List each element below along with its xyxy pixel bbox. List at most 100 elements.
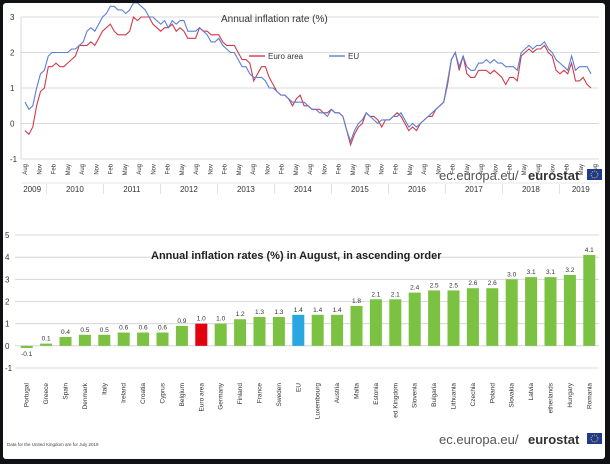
line-chart-x-month-label: May (579, 164, 585, 175)
line-chart-x-year-label: 2009 (23, 185, 41, 194)
line-chart-y-tick: -1 (10, 155, 18, 164)
bar-value-label: 1.4 (333, 307, 342, 314)
bar-value-label: 0.4 (61, 329, 70, 336)
bar-value-label: 1.0 (197, 316, 206, 323)
line-chart-x-year-label: 2012 (180, 185, 198, 194)
bar-value-label: 2.5 (430, 282, 439, 289)
bar-category-label: Slovenia (412, 383, 419, 408)
bar-ed-kingdom (389, 299, 402, 346)
bar-chart-y-tick: 4 (5, 253, 10, 262)
bar-category-label: Austria (334, 383, 341, 404)
bar-value-label: 2.4 (410, 285, 419, 292)
line-chart-x-year-label: 2013 (237, 185, 255, 194)
line-chart-x-year-label: 2017 (465, 185, 483, 194)
bar-category-label: Luxembourg (315, 383, 322, 420)
series-line-euro-area (24, 15, 592, 147)
bar-value-label: 0.6 (158, 325, 167, 332)
line-chart-x-month-label: Feb (394, 163, 400, 174)
bar-hungary (563, 274, 576, 346)
line-chart-x-month-label: Nov (37, 164, 43, 175)
line-chart-x-month-label: Feb (337, 163, 343, 174)
line-chart-x-month-label: Aug (365, 164, 371, 175)
line-chart-x-month-label: May (237, 164, 243, 175)
bar-value-label: 0.5 (80, 327, 89, 334)
bar-belgium (175, 325, 188, 346)
line-chart-x-month-label: Aug (137, 164, 143, 175)
bar-category-label: Cyprus (160, 382, 167, 403)
bar-category-label: Euro area (198, 383, 205, 412)
bar-category-label: Belgium (179, 383, 186, 406)
line-chart-y-tick: 3 (10, 13, 15, 22)
bar-value-label: 1.3 (255, 309, 264, 316)
brand-name: eurostat (528, 432, 580, 447)
bar-lithuania (447, 290, 460, 346)
bar-category-label: Sweden (276, 383, 283, 407)
bar-slovakia (505, 279, 518, 346)
bar-spain (59, 336, 72, 346)
bar-croatia (137, 332, 150, 346)
bar-chart-category-labels: Portugal Greece Spain Denmark Italy Ireland Cr… (24, 382, 594, 419)
bar-chart-value-labels: -0.1 0.1 0.4 0.5 0.5 0.6 0.6 0.6 0.9 1.0 1.0 1.2 1.3… (21, 247, 594, 358)
line-chart-x-month-label: Nov (379, 164, 385, 175)
bar-category-label: Latvia (528, 383, 535, 401)
bar-value-label: 3.1 (546, 269, 555, 276)
bar-category-label: Italy (101, 382, 108, 395)
bar-category-label: Ireland (121, 383, 128, 403)
bar-value-label: 1.0 (216, 316, 225, 323)
bar-value-label: 1.3 (274, 309, 283, 316)
bar-chart-source: ec.europa.eu/ eurostat (439, 432, 602, 447)
bar-category-label: Estonia (373, 383, 380, 405)
line-chart-x-month-label: May (123, 164, 129, 175)
line-chart-x-month-label: Nov (550, 164, 556, 175)
bar-france (253, 317, 266, 346)
bar-value-label: -0.1 (21, 351, 33, 358)
line-chart-x-year-label: 2019 (572, 185, 590, 194)
line-chart-x-year-label: 2016 (408, 185, 426, 194)
line-chart-x-month-label: Nov (208, 164, 214, 175)
bar-category-label: Denmark (82, 382, 89, 409)
line-chart-y-ticks: 3 2 1 0 -1 (10, 13, 18, 164)
bar-value-label: 0.6 (119, 325, 128, 332)
bar-value-label: 2.1 (391, 291, 400, 298)
line-chart-x-month-label: May (351, 164, 357, 175)
line-chart-x-month-label: Nov (493, 164, 499, 175)
bar-chart-bars (20, 254, 596, 349)
eu-flag-icon (587, 433, 602, 444)
line-chart-x-month-label: Feb (280, 163, 286, 174)
bar-value-label: 0.5 (100, 327, 109, 334)
line-chart-x-month-label: Nov (94, 164, 100, 175)
bar-category-label: Greece (43, 383, 50, 405)
line-chart-x-month-label: May (408, 164, 414, 175)
bar-germany (214, 323, 227, 346)
bar-luxembourg (311, 314, 324, 346)
line-chart-x-month-label: May (180, 164, 186, 175)
bar-value-label: 3.1 (527, 269, 536, 276)
bar-value-label: 0.6 (139, 325, 148, 332)
line-chart-x-year-label: 2018 (522, 185, 540, 194)
bar-value-label: 0.9 (177, 318, 186, 325)
bar-poland (486, 288, 499, 346)
bar-value-label: 3.0 (507, 271, 516, 278)
bar-sweden (272, 317, 285, 346)
bar-chart-y-tick: 0 (5, 342, 10, 351)
line-chart-x-month-label: Aug (23, 164, 29, 175)
bar-latvia (525, 277, 538, 346)
line-chart-series (24, 2, 592, 147)
line-chart-x-month-label: Feb (223, 163, 229, 174)
line-chart-x-year-label: 2014 (294, 185, 312, 194)
bar-value-label: 2.1 (371, 291, 380, 298)
bar-category-label: EU (295, 383, 302, 392)
bar-chart-y-tick: -1 (5, 364, 13, 373)
line-chart-x-year-label: 2015 (351, 185, 369, 194)
bar-romania (583, 254, 596, 346)
figure-canvas: 3 2 1 0 -1 Annual inflation rate (%) Euro ar… (5, 2, 602, 447)
line-chart-x-month-label: Nov (322, 164, 328, 175)
bar-value-label: 1.4 (313, 307, 322, 314)
line-chart-x-month-label: Aug (194, 164, 200, 175)
bar-estonia (369, 299, 382, 346)
line-chart-x-month-label: Feb (508, 163, 514, 174)
bar-austria (331, 314, 344, 346)
bar-slovenia (408, 292, 421, 346)
bar-category-label: Germany (218, 382, 225, 409)
line-chart-y-tick: 2 (10, 49, 15, 58)
